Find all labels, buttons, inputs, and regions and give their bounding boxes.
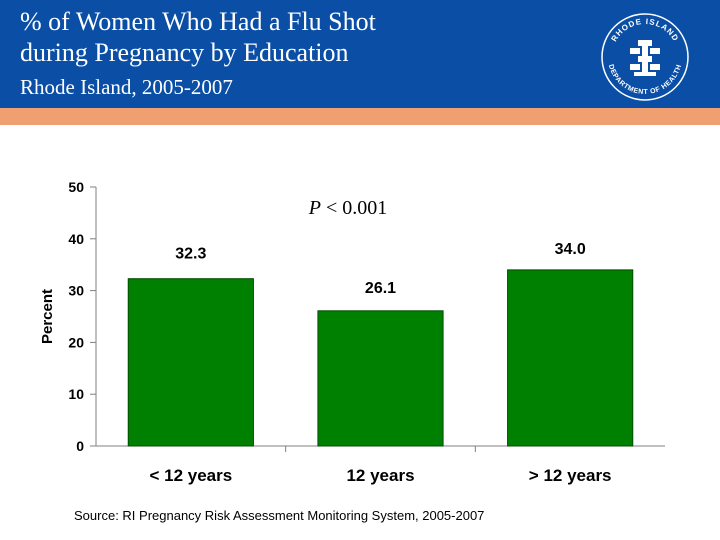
flu-shot-bar-chart: 0 10 20 30 40 50 Percent 32.3 < 12 years 26.1 12 y…: [39, 179, 665, 485]
logo-cross-pattern-icon: [630, 40, 660, 76]
y-tick-label: 50: [68, 179, 84, 195]
y-tick-label: 30: [68, 283, 84, 299]
bar-value-label: 32.3: [175, 246, 206, 263]
slide-subtitle: Rhode Island, 2005-2007: [20, 75, 233, 99]
title-line-1: % of Women Who Had a Flu Shot: [20, 7, 376, 36]
y-tick-label: 20: [68, 334, 84, 350]
bar-value-label: 34.0: [555, 241, 586, 258]
ri-department-of-health-logo-icon: RHODE ISLAND DEPARTMENT OF HEALTH: [601, 13, 689, 101]
x-category-label: > 12 years: [529, 466, 612, 485]
source-note: Source: RI Pregnancy Risk Assessment Mon…: [74, 508, 485, 523]
y-tick-label: 0: [76, 438, 84, 454]
y-tick-label: 10: [68, 386, 84, 402]
bar-3: [507, 269, 634, 447]
p-value-annotation: P < 0.001: [308, 197, 388, 219]
logo-top-text: RHODE ISLAND: [609, 17, 679, 43]
accent-bar: [0, 108, 720, 125]
svg-text:RHODE ISLAND: RHODE ISLAND: [609, 17, 680, 43]
title-line-2: during Pregnancy by Education: [20, 38, 349, 67]
x-category-label: 12 years: [346, 466, 414, 485]
header-banner: % of Women Who Had a Flu Shot during Pre…: [0, 0, 720, 108]
bar-value-label: 26.1: [365, 280, 396, 297]
bar-2: [317, 310, 444, 447]
slide-title: % of Women Who Had a Flu Shot during Pre…: [20, 6, 580, 68]
y-tick-label: 40: [68, 231, 84, 247]
bar-1: [127, 278, 254, 447]
y-axis-title: Percent: [39, 289, 56, 344]
x-category-label: < 12 years: [149, 466, 232, 485]
